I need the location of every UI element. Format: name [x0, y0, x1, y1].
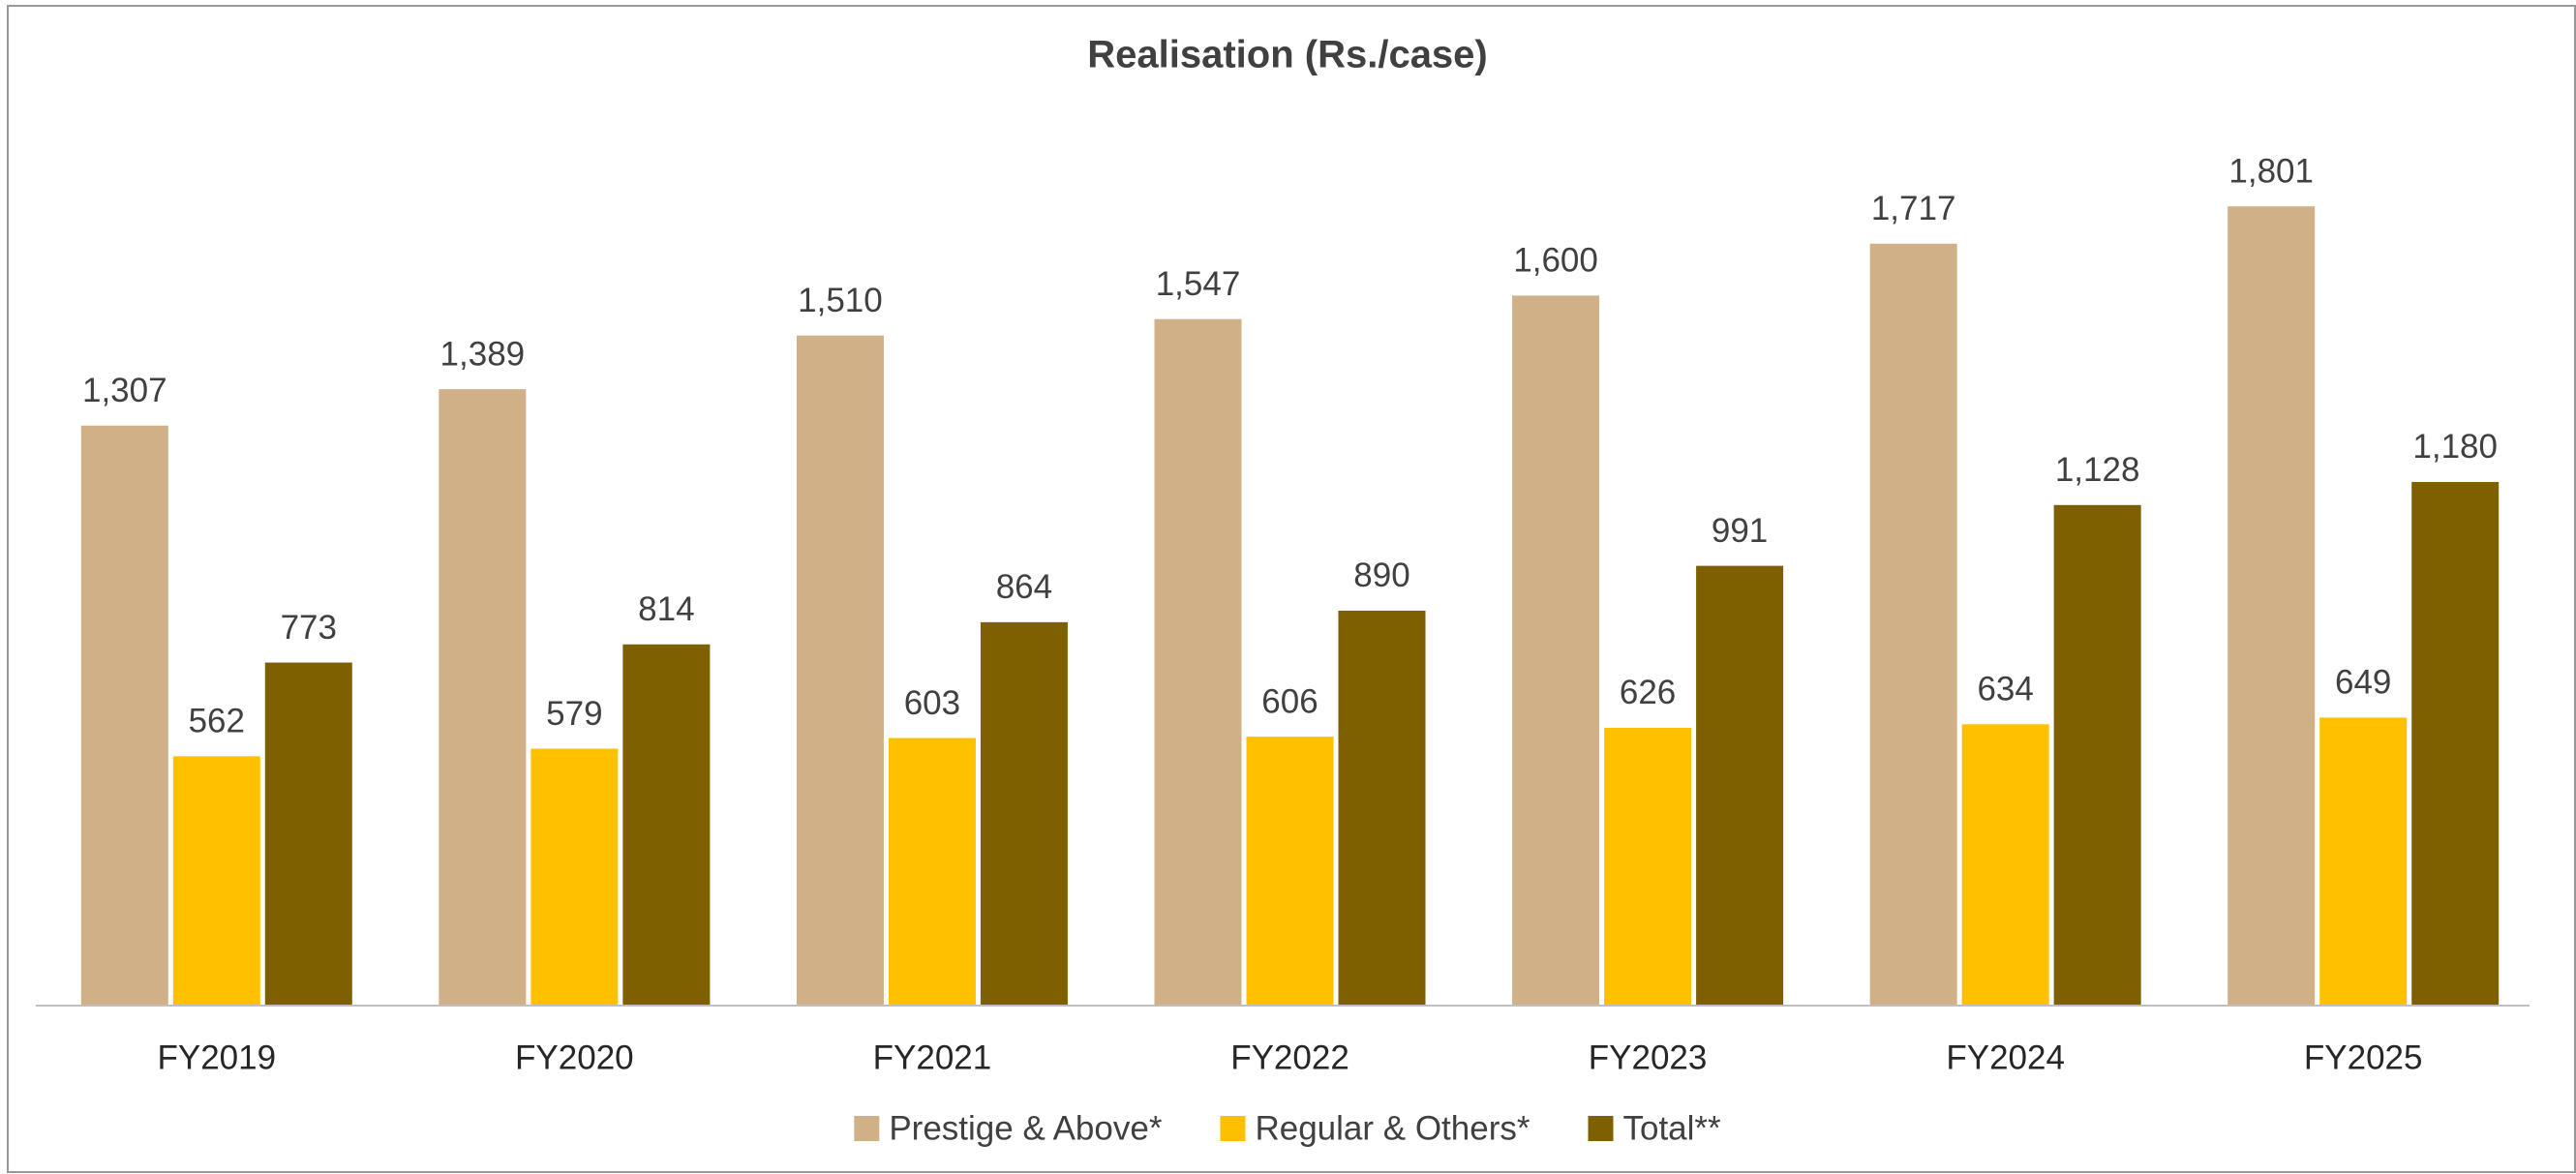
data-label: 1,307: [82, 372, 167, 409]
data-label: 1,717: [1871, 190, 1956, 227]
chart-title: Realisation (Rs./case): [1087, 34, 1488, 76]
bar: [439, 389, 527, 1006]
data-label: 814: [638, 590, 694, 628]
bar: [2227, 206, 2316, 1006]
legend-swatch: [1588, 1116, 1614, 1141]
bar: [2411, 481, 2500, 1007]
legend-label: Prestige & Above*: [889, 1109, 1162, 1147]
data-label: 579: [546, 695, 602, 733]
bar: [1961, 724, 2049, 1006]
x-tick-label: FY2021: [873, 1039, 992, 1076]
data-label: 1,600: [1513, 242, 1598, 280]
bar: [1338, 610, 1426, 1006]
bar: [622, 644, 711, 1006]
x-tick-label: FY2022: [1230, 1039, 1349, 1076]
data-label: 773: [281, 609, 337, 647]
data-label: 991: [1712, 512, 1768, 550]
bar: [1246, 737, 1334, 1006]
legend-label: Total**: [1622, 1109, 1721, 1147]
data-label: 634: [1977, 671, 2033, 708]
data-label: 626: [1620, 674, 1676, 711]
x-tick-label: FY2024: [1946, 1039, 2065, 1076]
data-label: 864: [996, 568, 1052, 606]
data-label: 649: [2335, 664, 2391, 702]
bar: [1512, 295, 1600, 1006]
bar: [172, 756, 260, 1006]
bar: [796, 335, 884, 1006]
bar: [264, 662, 352, 1006]
x-tick-label: FY2023: [1589, 1039, 1708, 1076]
bar: [980, 621, 1068, 1006]
data-label: 1,128: [2055, 451, 2140, 489]
data-label: 1,801: [2228, 152, 2314, 190]
data-label: 1,510: [798, 282, 883, 319]
bar: [1604, 727, 1692, 1006]
data-label: 603: [904, 684, 960, 722]
legend-swatch: [854, 1116, 880, 1141]
bar: [2053, 504, 2141, 1006]
bar: [1869, 243, 1957, 1006]
bar: [530, 748, 619, 1006]
bar: [80, 425, 168, 1007]
legend-label: Regular & Others*: [1255, 1109, 1530, 1147]
x-tick-label: FY2025: [2304, 1039, 2423, 1076]
x-tick-label: FY2020: [515, 1039, 634, 1076]
bar: [888, 738, 976, 1006]
data-label: 1,547: [1156, 265, 1241, 303]
data-label: 606: [1261, 682, 1318, 720]
legend-swatch: [1220, 1116, 1246, 1141]
data-label: 1,389: [440, 335, 526, 373]
bar: [1154, 318, 1242, 1006]
data-label: 1,180: [2412, 428, 2498, 466]
bar: [2319, 717, 2408, 1006]
bar: [1696, 565, 1784, 1006]
data-label: 890: [1353, 557, 1409, 594]
x-tick-label: FY2019: [157, 1039, 276, 1076]
data-label: 562: [189, 703, 245, 740]
